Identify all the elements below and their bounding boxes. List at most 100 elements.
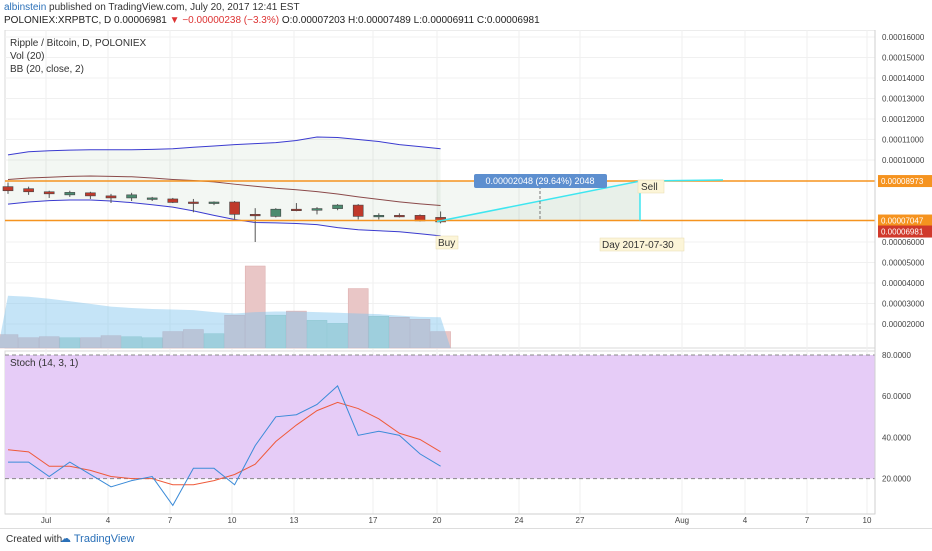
y-tick-label: 0.00011000 bbox=[882, 136, 924, 145]
volume-bar bbox=[141, 337, 163, 349]
candle-body bbox=[105, 195, 117, 199]
volume-bar bbox=[347, 288, 369, 349]
footer: Created with ☁ TradingView bbox=[0, 528, 932, 551]
sell-label: Sell bbox=[641, 182, 658, 193]
resistance-tag: 0.00008973 bbox=[881, 177, 924, 186]
x-tick-label: 20 bbox=[433, 516, 442, 525]
stoch-y-tick: 80.0000 bbox=[882, 351, 911, 360]
x-tick-label: 4 bbox=[106, 516, 111, 525]
bb-upper-line bbox=[7, 136, 441, 156]
cloud-icon: ☁ bbox=[60, 533, 71, 545]
measure-label-bg bbox=[474, 174, 607, 188]
candle-body bbox=[64, 192, 76, 196]
x-tick-label: 27 bbox=[576, 516, 585, 525]
candle-body bbox=[373, 215, 385, 218]
candle-body bbox=[188, 201, 199, 204]
stoch-k-line bbox=[8, 385, 441, 507]
volume-bar bbox=[368, 315, 390, 349]
volume-ma-area bbox=[0, 295, 451, 348]
bb-basis-line bbox=[7, 175, 441, 207]
date-label-bg bbox=[599, 237, 685, 252]
buy-label: Buy bbox=[438, 238, 455, 249]
candle-body bbox=[208, 201, 220, 204]
candle-body bbox=[311, 208, 323, 211]
volume-bar bbox=[224, 314, 245, 349]
bb-fill bbox=[8, 137, 441, 236]
candle-body bbox=[352, 204, 364, 217]
y-tick-label: 0.00010000 bbox=[882, 156, 925, 165]
date-label: Day 2017-07-30 bbox=[602, 240, 674, 251]
candle-body bbox=[2, 186, 14, 192]
y-tick-label: 0.00004000 bbox=[882, 279, 925, 288]
candle-body bbox=[167, 198, 179, 203]
stoch-band bbox=[5, 355, 875, 479]
y-tick-label: 0.00013000 bbox=[882, 95, 925, 104]
y-tick-label: 0.00002000 bbox=[882, 320, 925, 329]
symbol: POLONIEX:XRPBTC, D bbox=[4, 15, 112, 26]
last-price-tag: 0.00006981 bbox=[881, 228, 924, 237]
volume-bar bbox=[306, 320, 328, 349]
candle-body bbox=[43, 191, 55, 195]
y-tick-label: 0.00003000 bbox=[882, 300, 925, 309]
chart-svg[interactable]: Jul 4 7 10 13 17 20 24 27 Aug 4 7 10 0.00016000 0.0001… bbox=[0, 29, 932, 528]
x-tick-label: 10 bbox=[228, 516, 237, 525]
candle-body bbox=[146, 197, 158, 200]
y-tick-label: 0.00015000 bbox=[882, 54, 925, 63]
x-tick-label: Aug bbox=[675, 516, 689, 525]
y-tick-label: 0.00012000 bbox=[882, 115, 925, 124]
x-tick-label: 4 bbox=[743, 516, 748, 525]
stoch-y-tick: 20.0000 bbox=[882, 475, 911, 484]
candle-body bbox=[394, 215, 405, 218]
volume-bar bbox=[162, 331, 184, 349]
volume-bar bbox=[59, 337, 81, 349]
stoch-legend: Stoch (14, 3, 1) bbox=[10, 358, 79, 369]
candle-body bbox=[270, 208, 282, 217]
author-link[interactable]: albinstein bbox=[4, 2, 47, 13]
tradingview-logo[interactable]: ☁ TradingView bbox=[60, 532, 134, 545]
candle-body bbox=[126, 194, 137, 199]
sell-label-bg bbox=[637, 179, 665, 194]
created-with-text: Created with bbox=[6, 534, 63, 545]
x-tick-label: 24 bbox=[515, 516, 524, 525]
support-tag: 0.00007047 bbox=[881, 217, 924, 226]
volume-bar bbox=[100, 335, 122, 349]
volume-bar bbox=[121, 336, 142, 349]
ohlc-values: O:0.00007203 H:0.00007489 L:0.00006911 C… bbox=[281, 15, 540, 26]
tradingview-brand: TradingView bbox=[73, 533, 135, 545]
measure-label: 0.00002048 (29.64%) 2048 bbox=[485, 176, 594, 186]
candle-body bbox=[249, 214, 261, 217]
candle-body bbox=[85, 192, 96, 197]
y-tick-label: 0.00014000 bbox=[882, 74, 925, 83]
bb-legend: BB (20, close, 2) bbox=[10, 64, 84, 75]
symbol-line: POLONIEX:XRPBTC, D 0.00006981 ▼ −0.00000… bbox=[4, 15, 540, 26]
volume-bar bbox=[80, 337, 101, 349]
volume-bar bbox=[430, 331, 451, 349]
volume-bar bbox=[286, 310, 307, 349]
main-legend: Ripple / Bitcoin, D, POLONIEX bbox=[10, 38, 147, 49]
vol-legend: Vol (20) bbox=[10, 51, 45, 62]
candle-body bbox=[23, 188, 34, 193]
candle-body bbox=[229, 201, 240, 215]
main-pane bbox=[4, 29, 876, 349]
volume-bar bbox=[0, 334, 19, 349]
volume-bar bbox=[389, 317, 410, 349]
y-tick-label: 0.00006000 bbox=[882, 238, 925, 247]
volume-bar bbox=[203, 333, 225, 349]
volume-bar bbox=[244, 265, 266, 349]
volume-bar bbox=[38, 336, 60, 349]
candle-body bbox=[332, 204, 343, 209]
candle-body bbox=[291, 208, 302, 211]
chart-area[interactable]: Jul 4 7 10 13 17 20 24 27 Aug 4 7 10 0.00016000 0.0001… bbox=[0, 29, 932, 528]
x-tick-label: 7 bbox=[805, 516, 810, 525]
resistance-tag-bg bbox=[878, 175, 932, 188]
support-tag-bg bbox=[878, 214, 932, 227]
price-change: ▼ −0.00000238 (−3.3%) bbox=[169, 15, 280, 26]
stoch-y-tick: 60.0000 bbox=[882, 392, 911, 401]
y-tick-label: 0.00016000 bbox=[882, 33, 925, 42]
last-price: 0.00006981 bbox=[114, 15, 167, 26]
stoch-y-tick: 40.0000 bbox=[882, 433, 911, 442]
volume-bar bbox=[183, 329, 204, 349]
buy-label-bg bbox=[435, 235, 459, 250]
last-price-tag-bg bbox=[878, 225, 932, 238]
y-tick-label: 0.00005000 bbox=[882, 259, 925, 268]
